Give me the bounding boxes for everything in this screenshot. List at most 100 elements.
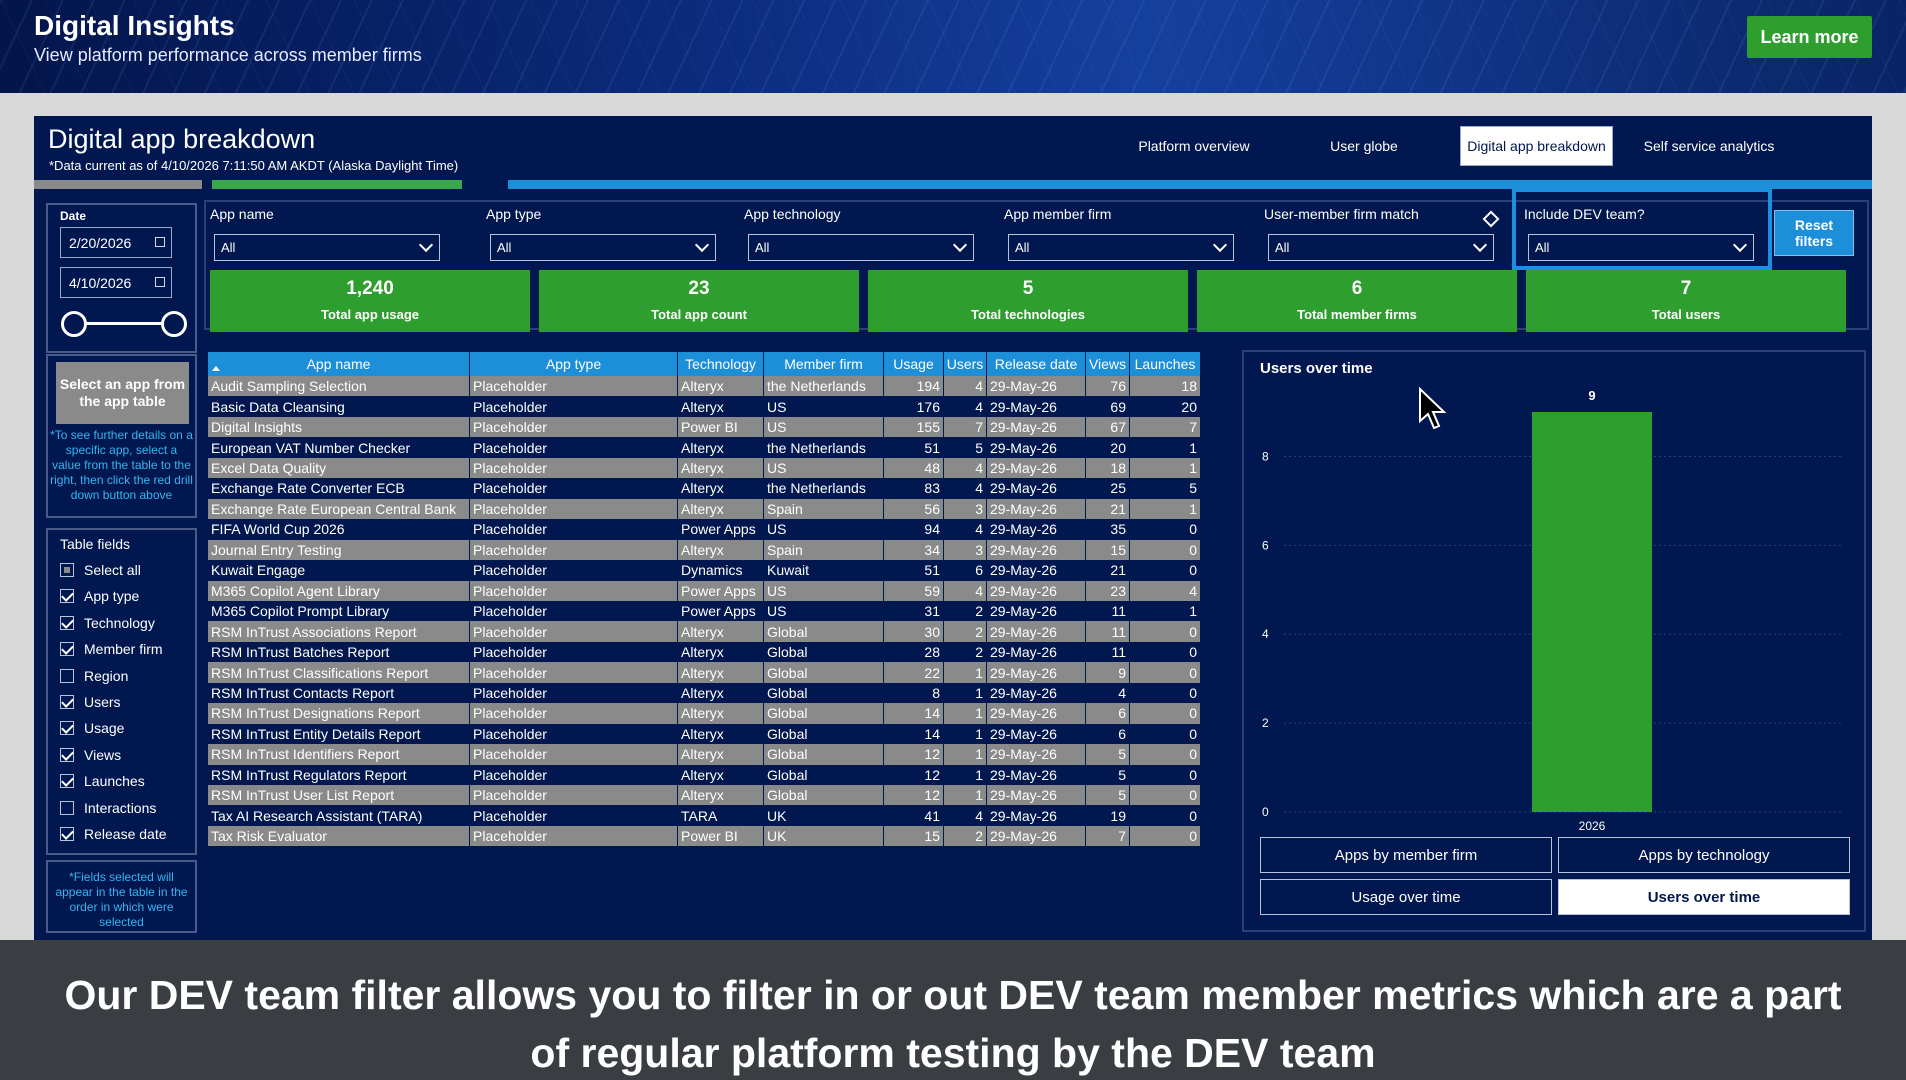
checkbox-icon[interactable]	[60, 774, 74, 789]
cell-launches[interactable]: 1	[1130, 498, 1201, 520]
cell-technology[interactable]: Alteryx	[678, 478, 764, 499]
cell-member-firm[interactable]: US	[764, 396, 884, 417]
cell-release-date[interactable]: 29-May-26	[987, 805, 1086, 826]
cell-technology[interactable]: Alteryx	[678, 744, 764, 765]
tab-self-service-analytics[interactable]: Self service analytics	[1643, 138, 1775, 154]
cell-views[interactable]: 11	[1086, 621, 1130, 642]
column-header-app-type[interactable]: App type	[470, 352, 677, 376]
cell-launches[interactable]: 0	[1130, 785, 1201, 806]
usage-over-time-button[interactable]: Usage over time	[1260, 879, 1552, 915]
cell-member-firm[interactable]: the Netherlands	[764, 478, 884, 499]
cell-app-name[interactable]: RSM InTrust Batches Report	[208, 641, 470, 663]
cell-usage[interactable]: 12	[884, 764, 944, 785]
date-slider-start-handle[interactable]	[61, 311, 87, 337]
column-header-launches[interactable]: Launches	[1130, 352, 1200, 376]
cell-technology[interactable]: Alteryx	[678, 539, 764, 561]
cell-member-firm[interactable]: Global	[764, 662, 884, 683]
drill-down-button[interactable]: Select an app from the app table	[56, 362, 189, 424]
cell-users[interactable]: 1	[944, 703, 987, 724]
user-member-firm-match-dropdown[interactable]: All	[1268, 234, 1494, 261]
cell-launches[interactable]: 20	[1130, 396, 1201, 417]
cell-launches[interactable]: 1	[1130, 457, 1201, 479]
cell-usage[interactable]: 176	[884, 396, 944, 417]
table-row[interactable]: European VAT Number Checker Placeholder Al…	[208, 437, 1201, 458]
column-header-technology[interactable]: Technology	[678, 352, 763, 376]
cell-views[interactable]: 23	[1086, 580, 1130, 601]
cell-usage[interactable]: 155	[884, 416, 944, 438]
cell-app-type[interactable]: Placeholder	[470, 825, 678, 847]
cell-member-firm[interactable]: Global	[764, 785, 884, 806]
cell-app-name[interactable]: M365 Copilot Agent Library	[208, 580, 470, 601]
table-field-option[interactable]: Region	[60, 666, 128, 686]
cell-app-name[interactable]: Exchange Rate European Central Bank	[208, 498, 470, 520]
sort-ascending-icon[interactable]	[212, 366, 220, 371]
cell-release-date[interactable]: 29-May-26	[987, 621, 1086, 642]
table-field-option[interactable]: Technology	[60, 613, 155, 633]
cell-views[interactable]: 5	[1086, 785, 1130, 806]
cell-usage[interactable]: 14	[884, 703, 944, 724]
cell-technology[interactable]: Power BI	[678, 825, 764, 847]
cell-users[interactable]: 1	[944, 662, 987, 683]
cell-users[interactable]: 1	[944, 723, 987, 745]
cell-app-name[interactable]: Audit Sampling Selection	[208, 376, 470, 397]
cell-app-name[interactable]: Excel Data Quality	[208, 457, 470, 479]
cell-views[interactable]: 11	[1086, 641, 1130, 663]
apps-by-member-firm-button[interactable]: Apps by member firm	[1260, 837, 1552, 873]
cell-usage[interactable]: 41	[884, 805, 944, 826]
chevron-down-icon[interactable]	[1212, 237, 1228, 253]
cell-release-date[interactable]: 29-May-26	[987, 641, 1086, 663]
cell-app-type[interactable]: Placeholder	[470, 662, 678, 683]
app-member-firm-dropdown[interactable]: All	[1008, 234, 1234, 261]
date-slider-end-handle[interactable]	[161, 311, 187, 337]
cell-release-date[interactable]: 29-May-26	[987, 723, 1086, 745]
cell-users[interactable]: 1	[944, 785, 987, 806]
cell-launches[interactable]: 1	[1130, 600, 1201, 622]
checkbox-icon[interactable]	[60, 563, 74, 577]
cell-usage[interactable]: 31	[884, 600, 944, 622]
cell-launches[interactable]: 0	[1130, 662, 1201, 683]
cell-views[interactable]: 5	[1086, 764, 1130, 785]
column-header-app-name[interactable]: App name	[208, 352, 469, 376]
cell-member-firm[interactable]: Global	[764, 703, 884, 724]
table-row[interactable]: FIFA World Cup 2026 Placeholder Power Apps…	[208, 519, 1201, 540]
cell-release-date[interactable]: 29-May-26	[987, 539, 1086, 561]
cell-member-firm[interactable]: Global	[764, 764, 884, 785]
tab-user-globe[interactable]: User globe	[1330, 138, 1398, 154]
checkbox-icon[interactable]	[60, 615, 74, 630]
cell-launches[interactable]: 0	[1130, 764, 1201, 785]
cell-usage[interactable]: 59	[884, 580, 944, 601]
column-header-views[interactable]: Views	[1086, 352, 1129, 376]
tab-digital-app-breakdown[interactable]: Digital app breakdown	[1460, 126, 1613, 166]
chevron-down-icon[interactable]	[418, 237, 434, 253]
cell-usage[interactable]: 22	[884, 662, 944, 683]
cell-app-name[interactable]: RSM InTrust Entity Details Report	[208, 723, 470, 745]
cell-app-type[interactable]: Placeholder	[470, 560, 678, 581]
cell-launches[interactable]: 18	[1130, 376, 1201, 397]
cell-release-date[interactable]: 29-May-26	[987, 785, 1086, 806]
cell-launches[interactable]: 4	[1130, 580, 1201, 601]
cell-release-date[interactable]: 29-May-26	[987, 580, 1086, 601]
cell-users[interactable]: 3	[944, 539, 987, 561]
cell-app-type[interactable]: Placeholder	[470, 744, 678, 765]
cell-technology[interactable]: Alteryx	[678, 723, 764, 745]
cell-release-date[interactable]: 29-May-26	[987, 478, 1086, 499]
cell-usage[interactable]: 15	[884, 825, 944, 847]
cell-views[interactable]: 6	[1086, 723, 1130, 745]
calendar-icon[interactable]	[155, 237, 165, 247]
table-row[interactable]: RSM InTrust Batches Report Placeholder Alt…	[208, 641, 1201, 663]
cell-technology[interactable]: Alteryx	[678, 498, 764, 520]
cell-member-firm[interactable]: Spain	[764, 498, 884, 520]
cell-views[interactable]: 35	[1086, 519, 1130, 540]
table-row[interactable]: RSM InTrust Regulators Report Placeholder…	[208, 764, 1201, 785]
table-field-option[interactable]: Select all	[60, 560, 141, 580]
table-field-option[interactable]: Views	[60, 745, 121, 765]
cell-launches[interactable]: 0	[1130, 825, 1201, 847]
checkbox-icon[interactable]	[60, 668, 74, 683]
app-type-dropdown[interactable]: All	[490, 234, 716, 261]
cell-member-firm[interactable]: Global	[764, 621, 884, 642]
start-date-input[interactable]: 2/20/2026	[60, 227, 172, 258]
cell-release-date[interactable]: 29-May-26	[987, 764, 1086, 785]
cell-technology[interactable]: Alteryx	[678, 457, 764, 479]
cell-views[interactable]: 5	[1086, 744, 1130, 765]
cell-member-firm[interactable]: Global	[764, 641, 884, 663]
